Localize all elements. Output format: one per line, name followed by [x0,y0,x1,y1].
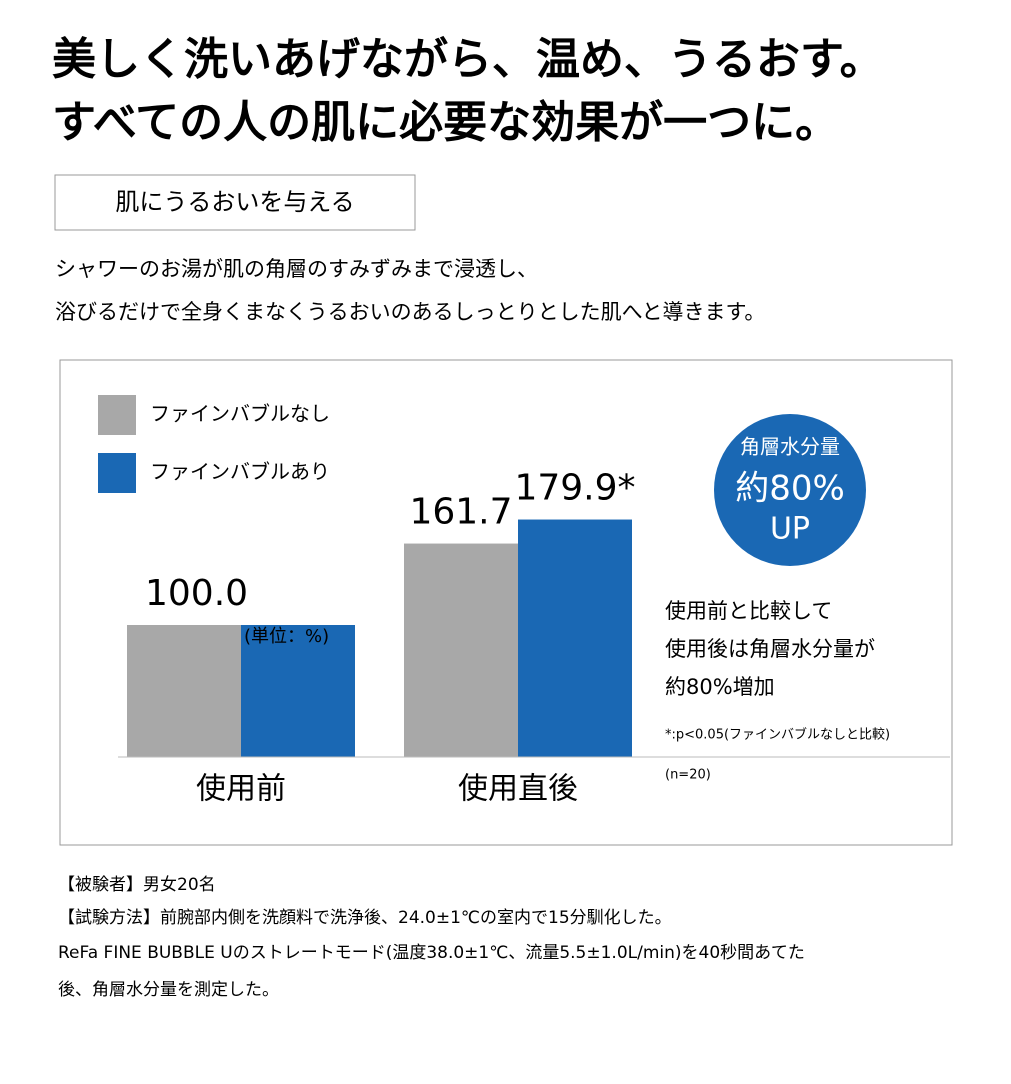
side-note: 使用後は角層水分量が [665,637,875,661]
badge-text: 約80% [735,469,845,509]
side-note: 使用前と比較して [665,599,832,623]
note: 【被験者】男女20名 [58,875,216,895]
section-label: 肌にうるおいを与える [115,188,354,216]
legend-label: ファインバブルあり [150,460,330,484]
category-label: 使用直後 [458,772,578,807]
legend-label: ファインバブルなし [150,402,330,426]
bar [404,543,518,757]
bar [518,519,632,757]
value-label: 100.0 [145,573,248,614]
headline: すべての人の肌に必要な効果が一つに。 [52,97,839,148]
badge-text: UP [770,512,810,547]
legend-swatch [98,453,136,493]
legend-swatch [98,395,136,435]
value-label: 179.9* [514,468,635,509]
sample-size: (n=20) [665,768,711,783]
label-box [54,174,416,231]
side-note: 約80%増加 [665,675,775,699]
body-text: シャワーのお湯が肌の角層のすみずみまで浸透し、 [55,257,538,281]
bar [127,625,241,757]
bar [241,625,355,757]
unit-note: (単位：%) [244,626,329,647]
footnote: *:p<0.05(ファインバブルなしと比較) [665,727,890,743]
body-text: 浴びるだけで全身くまなくうるおいのあるしっとりとした肌へと導きます。 [55,300,765,324]
value-label: 161.7 [409,492,512,533]
headline: 美しく洗いあげながら、温め、うるおす。 [52,34,884,85]
badge [714,414,866,566]
note: ReFa FINE BUBBLE Uのストレートモード(温度38.0±1℃、流量… [58,943,805,963]
badge-text: 角層水分量 [740,435,840,459]
category-label: 使用前 [196,772,286,807]
chart-frame [59,359,953,846]
note: 【試験方法】前腕部内側を洗顔料で洗浄後、24.0±1℃の室内で15分馴化した。 [58,908,672,928]
note: 後、角層水分量を測定した。 [58,980,279,1000]
